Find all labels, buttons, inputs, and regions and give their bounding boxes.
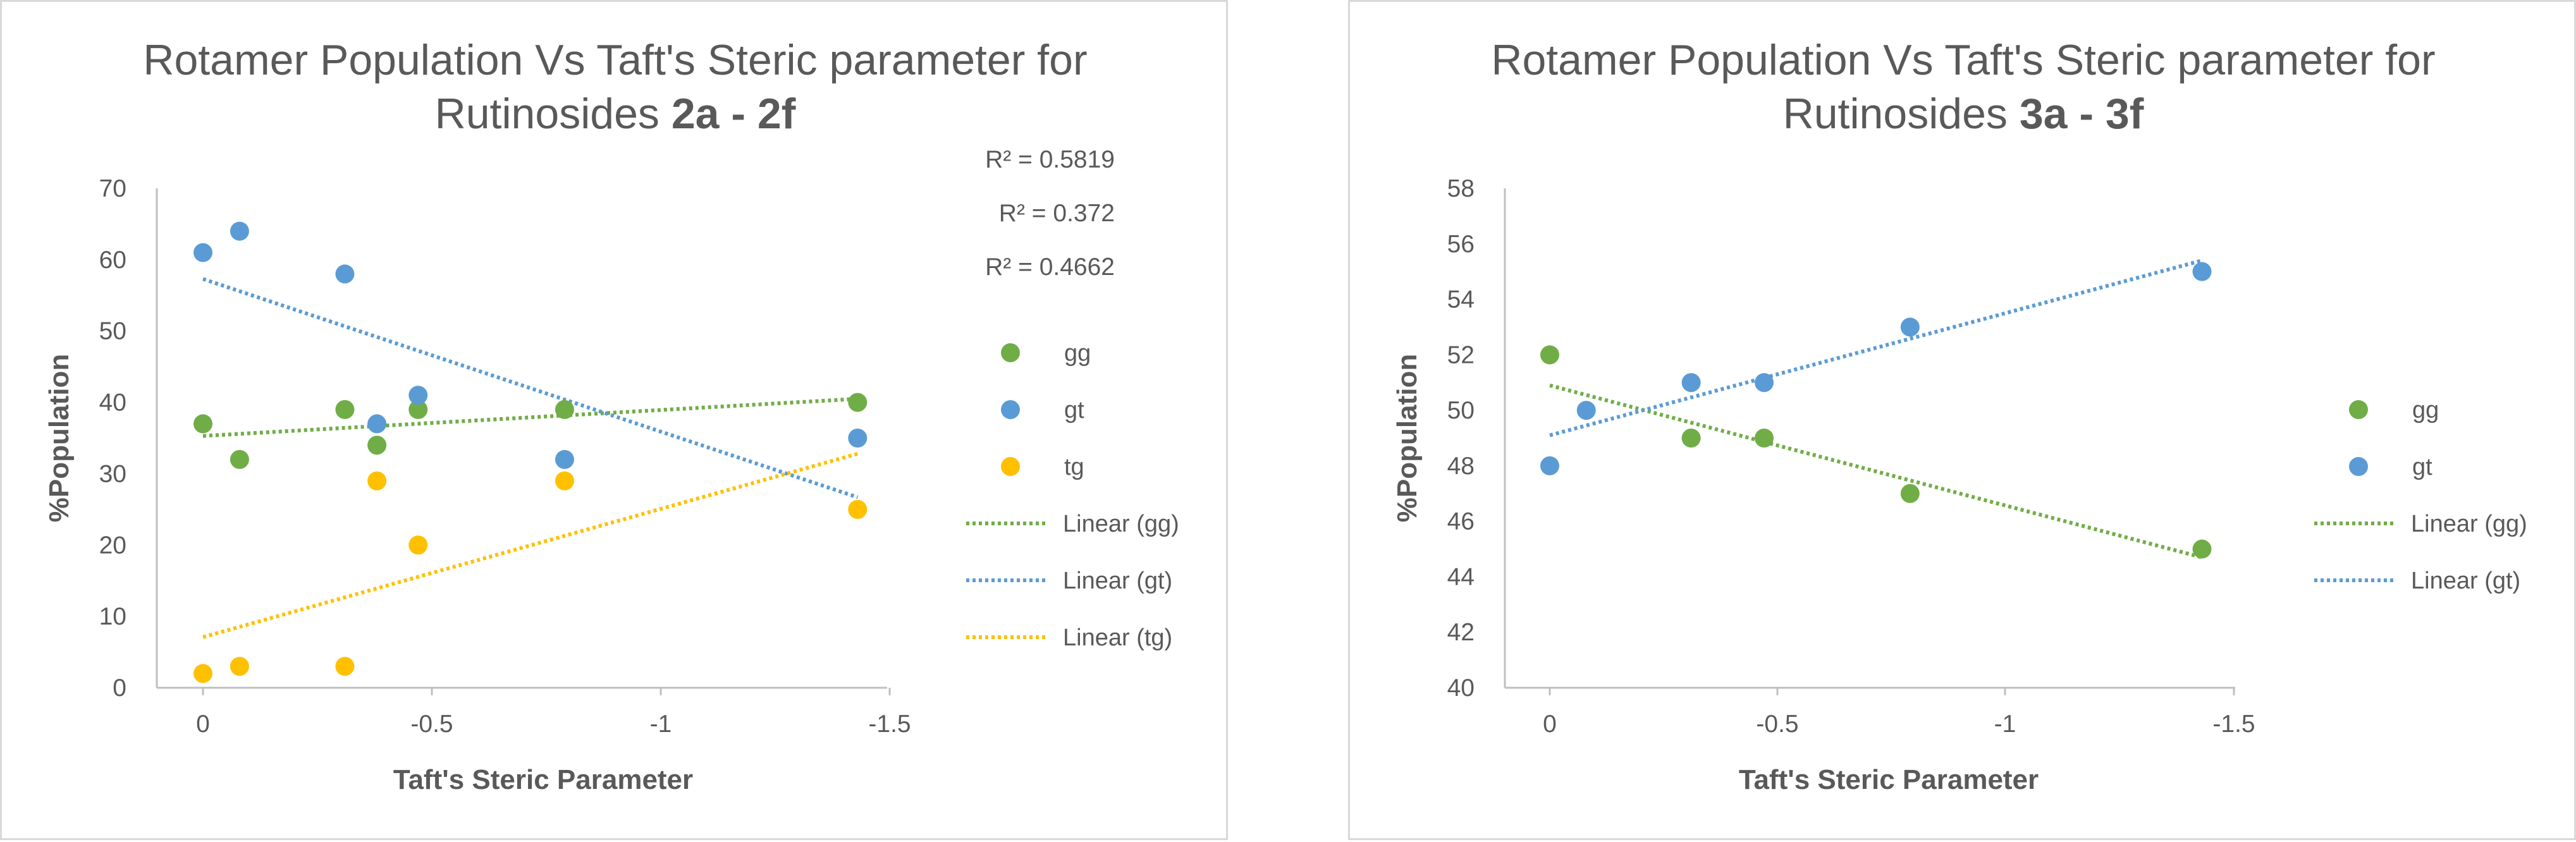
chart-title-line2: Rutinosides 2a - 2f	[435, 90, 796, 138]
legend-label: Linear (tg)	[1063, 625, 1172, 651]
y-tick-label: 52	[1447, 341, 1475, 369]
data-point-gt	[1576, 401, 1596, 420]
legend-swatch-marker	[1001, 343, 1020, 362]
chart-svg: Rotamer Population Vs Taft's Steric para…	[44, 36, 1179, 795]
y-tick-label: 42	[1447, 619, 1475, 646]
x-tick-label: -1.5	[2212, 711, 2255, 738]
y-tick-label: 70	[99, 175, 126, 202]
data-point-gt	[230, 221, 249, 241]
legend-swatch-marker	[2349, 457, 2368, 476]
legend-label: gg	[2412, 397, 2439, 424]
data-point-tg	[335, 657, 355, 676]
y-tick-label: 46	[1447, 508, 1475, 535]
data-point-gg	[1681, 429, 1701, 448]
data-point-tg	[555, 471, 574, 491]
chart-svg: Rotamer Population Vs Taft's Steric para…	[1392, 36, 2527, 795]
data-point-gg	[2192, 539, 2212, 559]
data-point-gg	[193, 414, 212, 434]
data-point-gt	[193, 243, 212, 262]
data-point-gt	[335, 264, 355, 284]
x-tick-label: -1	[650, 711, 672, 738]
x-tick-label: -1	[1994, 711, 2016, 738]
x-axis-title: Taft's Steric Parameter	[393, 764, 693, 795]
data-point-gt	[555, 449, 574, 469]
y-tick-label: 0	[113, 674, 126, 702]
chart-title-line1: Rotamer Population Vs Taft's Steric para…	[1491, 36, 2435, 84]
chart-title-line2: Rutinosides 3a - 3f	[1783, 90, 2144, 138]
x-tick-label: 0	[1543, 711, 1557, 738]
data-point-gt	[2192, 262, 2212, 281]
x-tick-label: -1.5	[868, 711, 911, 738]
data-point-gg	[408, 400, 428, 419]
x-axis-title: Taft's Steric Parameter	[1739, 764, 2039, 795]
data-point-gg	[555, 400, 574, 419]
data-point-gg	[1900, 484, 1920, 503]
legend-swatch-marker	[1001, 457, 1020, 476]
chart-panel-3a-3f: Rotamer Population Vs Taft's Steric para…	[1348, 0, 2576, 840]
y-tick-label: 40	[1447, 674, 1475, 702]
y-tick-label: 50	[99, 318, 126, 345]
data-point-gg	[848, 393, 868, 412]
x-tick-label: -0.5	[410, 711, 453, 738]
y-tick-label: 40	[99, 389, 126, 417]
r-squared-label: R² = 0.4662	[985, 253, 1115, 281]
x-tick-label: 0	[196, 711, 210, 738]
chart-title-line1: Rotamer Population Vs Taft's Steric para…	[143, 36, 1087, 84]
data-point-tg	[848, 499, 868, 519]
legend-label: Linear (gg)	[2411, 511, 2527, 537]
legend-label: Linear (gt)	[2411, 568, 2520, 594]
y-tick-label: 58	[1447, 175, 1475, 202]
data-point-gt	[848, 429, 868, 448]
trendline-gt	[202, 277, 859, 499]
data-point-gt	[1681, 373, 1701, 393]
legend-label: tg	[1064, 454, 1084, 480]
y-axis-title: %Population	[1392, 354, 1423, 522]
data-point-gt	[1755, 373, 1774, 393]
legend-swatch-marker	[2349, 400, 2368, 419]
data-point-tg	[408, 535, 428, 555]
data-point-gg	[230, 449, 249, 469]
y-tick-label: 60	[99, 247, 126, 274]
data-point-gt	[367, 414, 387, 434]
y-tick-label: 44	[1447, 563, 1475, 590]
trendline-gt	[1549, 259, 2203, 437]
y-tick-label: 48	[1447, 453, 1475, 480]
y-tick-label: 10	[99, 603, 126, 630]
legend-swatch-marker	[1001, 400, 1020, 419]
legend-label: Linear (gt)	[1063, 568, 1172, 594]
data-point-gt	[1900, 317, 1920, 337]
chart-panel-2a-2f: Rotamer Population Vs Taft's Steric para…	[0, 0, 1228, 840]
legend-label: gg	[1064, 340, 1091, 367]
data-point-gg	[367, 436, 387, 455]
y-tick-label: 30	[99, 460, 126, 487]
data-point-tg	[367, 471, 387, 491]
trendline-tg	[202, 451, 859, 639]
data-point-tg	[230, 657, 249, 676]
trendline-gg	[202, 396, 858, 438]
y-tick-label: 56	[1447, 231, 1475, 258]
y-tick-label: 50	[1447, 397, 1475, 424]
r-squared-label: R² = 0.372	[999, 200, 1115, 227]
data-point-gg	[335, 400, 355, 419]
legend-label: gt	[1064, 397, 1084, 424]
legend-label: gt	[2412, 454, 2432, 480]
y-axis-title: %Population	[44, 354, 75, 522]
data-point-gg	[1540, 345, 1559, 365]
data-point-gt	[1540, 456, 1559, 475]
x-tick-label: -0.5	[1756, 711, 1798, 738]
legend-label: Linear (gg)	[1063, 511, 1179, 537]
data-point-gg	[1755, 429, 1774, 448]
r-squared-label: R² = 0.5819	[985, 146, 1115, 173]
data-point-tg	[193, 664, 212, 683]
y-tick-label: 20	[99, 532, 126, 559]
trendline-gg	[1549, 383, 2203, 559]
y-tick-label: 54	[1447, 286, 1475, 314]
data-point-gt	[408, 386, 428, 405]
